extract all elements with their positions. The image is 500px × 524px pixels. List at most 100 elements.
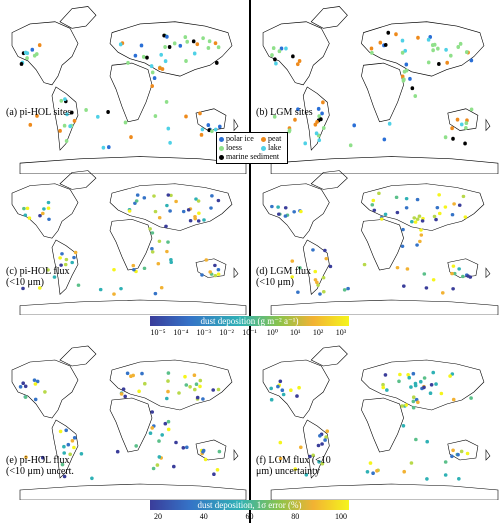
site-marker <box>199 132 204 137</box>
legend-item-polar-ice: polar ice <box>219 134 254 143</box>
coastline <box>270 156 499 174</box>
site-marker <box>458 41 463 46</box>
site-marker <box>198 111 202 116</box>
site-marker <box>370 203 375 207</box>
site-marker <box>409 385 413 389</box>
site-marker <box>192 373 197 377</box>
site-marker <box>321 276 326 280</box>
site-marker <box>362 262 367 267</box>
site-marker <box>346 286 350 291</box>
site-marker <box>283 214 288 218</box>
coastline <box>19 483 247 500</box>
site-marker <box>35 52 39 57</box>
site-marker <box>169 193 173 198</box>
site-marker <box>398 372 402 377</box>
site-marker <box>293 117 297 122</box>
coastline <box>195 439 227 461</box>
site-marker <box>68 124 72 129</box>
site-marker <box>298 266 302 270</box>
site-marker <box>118 42 123 47</box>
site-marker <box>463 141 467 146</box>
site-marker <box>439 391 444 396</box>
site-marker <box>177 391 181 395</box>
site-marker <box>163 45 167 49</box>
site-marker <box>469 107 474 112</box>
site-marker <box>425 439 430 444</box>
coastline <box>447 258 479 278</box>
site-marker <box>452 202 456 206</box>
site-marker <box>320 461 325 466</box>
site-marker <box>185 445 189 450</box>
coastline <box>109 183 233 231</box>
site-marker <box>281 392 286 397</box>
uncertainty-colorbar-ticks: 20 40 60 80 100 <box>150 512 349 524</box>
site-marker <box>58 429 63 434</box>
site-marker <box>382 137 387 142</box>
site-marker <box>284 46 288 51</box>
site-marker <box>303 141 308 146</box>
flux-colorbar-title: dust deposition (g m⁻² a⁻¹) <box>200 315 299 326</box>
site-marker <box>141 54 146 59</box>
site-marker <box>172 464 176 469</box>
site-marker <box>432 214 437 219</box>
site-marker <box>201 450 205 454</box>
site-marker <box>315 280 319 285</box>
site-marker <box>435 205 440 210</box>
site-marker <box>394 195 399 200</box>
site-marker <box>143 381 147 386</box>
site-marker <box>79 452 84 456</box>
coastline <box>485 118 491 132</box>
site-marker <box>18 385 23 389</box>
site-marker <box>461 194 466 199</box>
site-marker <box>411 399 416 404</box>
site-marker <box>72 118 77 123</box>
site-marker <box>142 266 147 270</box>
site-marker <box>402 77 406 82</box>
site-marker <box>212 472 216 476</box>
site-marker <box>188 385 192 389</box>
site-marker <box>194 382 199 386</box>
site-marker <box>38 214 42 218</box>
coastline <box>485 449 491 461</box>
site-marker <box>217 449 222 454</box>
site-marker <box>372 208 377 212</box>
site-marker <box>273 57 277 62</box>
site-marker <box>420 219 425 223</box>
site-marker <box>32 378 37 382</box>
site-marker <box>33 397 38 402</box>
site-marker <box>58 128 62 133</box>
site-marker <box>397 379 401 384</box>
site-marker <box>417 214 422 218</box>
site-marker <box>431 370 436 375</box>
site-marker <box>457 203 462 207</box>
site-marker <box>317 114 321 119</box>
site-marker <box>352 123 357 128</box>
site-marker <box>186 208 191 212</box>
site-marker <box>400 74 405 79</box>
coastline <box>59 6 97 29</box>
site-marker <box>311 248 315 252</box>
site-marker <box>379 217 384 221</box>
site-marker <box>437 193 441 197</box>
panel-pi-hol-flux <box>0 165 248 315</box>
site-marker <box>150 426 154 430</box>
site-marker <box>369 46 374 51</box>
site-marker <box>35 379 40 384</box>
site-marker <box>457 477 461 481</box>
site-marker <box>321 290 326 294</box>
site-marker <box>209 206 213 210</box>
site-marker <box>181 446 186 450</box>
site-marker <box>191 39 196 44</box>
site-marker <box>162 33 166 38</box>
colorbar-tick-label: 10³ <box>335 328 347 337</box>
site-marker <box>106 110 110 114</box>
site-marker <box>166 427 171 432</box>
site-marker <box>414 437 418 442</box>
panel-lgm-uncertainty <box>251 340 500 500</box>
site-marker <box>152 76 157 81</box>
loess-marker-icon <box>219 145 224 151</box>
site-marker <box>159 52 163 57</box>
colorbar-tick-label: 100 <box>335 512 347 521</box>
site-marker <box>125 371 130 376</box>
site-marker <box>431 278 436 282</box>
